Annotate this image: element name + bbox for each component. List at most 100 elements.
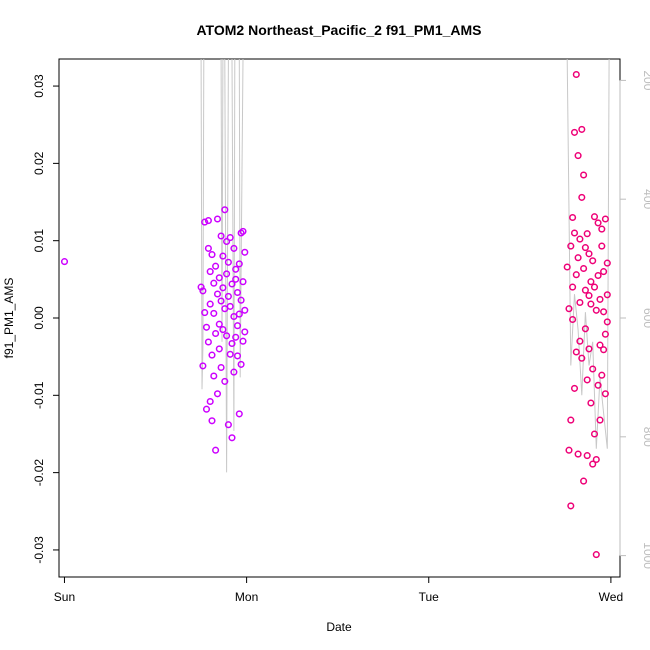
data-point [221, 206, 229, 214]
data-point [204, 244, 212, 252]
data-point [569, 213, 577, 222]
altitude-line-segment [238, 58, 244, 378]
data-points-group [60, 70, 611, 559]
data-point [583, 230, 591, 238]
y-tick-label: 0.03 [32, 74, 46, 98]
data-point [232, 265, 240, 273]
data-point [226, 350, 234, 358]
x-tick-label: Wed [599, 590, 623, 604]
data-point [226, 234, 234, 242]
y2-tick-label: 200 [641, 70, 650, 90]
data-point [241, 328, 249, 336]
data-point [217, 297, 225, 305]
data-point [581, 244, 589, 252]
x-tick-label: Sun [54, 590, 75, 604]
data-point [600, 268, 608, 276]
data-point [592, 551, 600, 559]
data-point [601, 215, 609, 223]
data-point [565, 446, 573, 454]
data-point [230, 368, 238, 376]
data-point [570, 229, 579, 237]
altitude-line-segment [566, 58, 610, 449]
data-point [600, 308, 608, 316]
data-point [581, 325, 589, 333]
data-point [219, 252, 227, 260]
data-point [567, 416, 575, 424]
data-point [587, 399, 595, 407]
data-point [223, 237, 231, 246]
data-point [212, 446, 220, 454]
data-point [563, 263, 571, 271]
y2-tick-label: 600 [641, 308, 650, 328]
y-tick-label: 0.00 [32, 306, 46, 330]
x-tick-label: Mon [235, 590, 258, 604]
data-point [228, 434, 236, 442]
data-point [589, 365, 597, 373]
data-point [574, 254, 582, 262]
data-point [576, 337, 584, 345]
data-point [233, 322, 242, 330]
altitude-line-segment [220, 58, 224, 342]
data-point [570, 128, 579, 136]
data-point [223, 270, 231, 278]
data-point [235, 310, 243, 318]
data-point [230, 244, 238, 252]
data-point [212, 262, 220, 270]
data-point [598, 225, 606, 233]
data-point [594, 381, 602, 389]
data-point [569, 315, 577, 324]
data-point [596, 295, 604, 303]
y-axis: -0.03 -0.02 -0.01 0.00 0.01 0.02 0.03 [32, 74, 60, 564]
data-point [578, 354, 586, 362]
data-point [206, 268, 214, 276]
data-point [235, 410, 243, 418]
data-point [590, 213, 599, 221]
data-point [589, 460, 597, 468]
data-point [598, 242, 606, 250]
y2-tick-label: 800 [641, 427, 650, 447]
data-point [603, 259, 611, 267]
data-point [237, 360, 245, 368]
data-point [213, 215, 222, 223]
y-tick-label: 0.01 [32, 229, 46, 253]
data-point [217, 232, 225, 240]
data-point [60, 258, 69, 266]
data-point [585, 345, 593, 353]
data-point [241, 248, 249, 256]
data-point [592, 455, 600, 464]
data-point [567, 242, 575, 250]
data-point [600, 346, 608, 354]
data-point [215, 320, 223, 328]
y-tick-label: 0.02 [32, 151, 46, 175]
data-point [219, 326, 227, 334]
data-point [201, 218, 209, 226]
data-point [228, 339, 236, 348]
data-point [224, 421, 232, 429]
y2-tick-label: 1000 [641, 542, 650, 569]
data-point [594, 271, 602, 280]
data-point [587, 300, 595, 308]
data-point [601, 390, 609, 398]
data-point [603, 318, 611, 326]
data-point [578, 125, 586, 133]
data-point [585, 250, 593, 258]
data-point [572, 271, 580, 279]
data-point [204, 217, 212, 225]
data-point [201, 309, 209, 317]
data-point [221, 377, 229, 385]
x-axis-label: Date [326, 620, 352, 634]
data-point [585, 292, 593, 300]
data-point [233, 352, 242, 360]
data-point [572, 70, 580, 79]
data-point [215, 274, 223, 282]
data-point [212, 329, 220, 338]
y-tick-label: -0.03 [32, 536, 46, 564]
data-point [219, 284, 227, 292]
data-point [210, 279, 218, 287]
data-point [569, 283, 577, 291]
data-point [235, 260, 243, 268]
chart-title: ATOM2 Northeast_Pacific_2 f91_PM1_AMS [196, 22, 481, 38]
data-point [576, 298, 584, 307]
data-point [570, 384, 579, 392]
